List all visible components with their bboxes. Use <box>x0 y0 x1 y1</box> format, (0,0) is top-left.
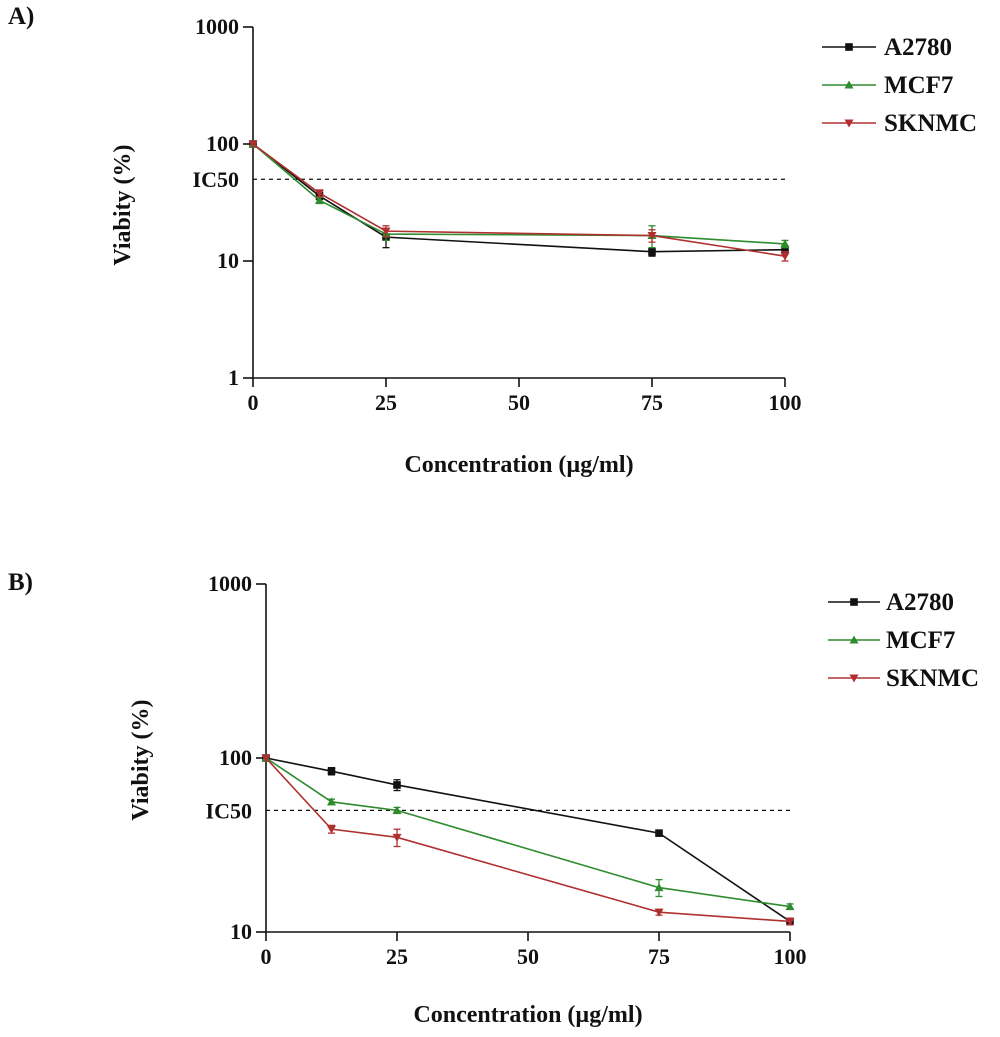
x-tick-label: 25 <box>375 390 397 415</box>
legend-marker <box>850 598 858 606</box>
x-tick-label: 0 <box>261 944 272 969</box>
x-axis-title: Concentration (µg/ml) <box>413 1002 642 1028</box>
legend-label: A2780 <box>886 589 954 616</box>
legend-marker <box>844 119 854 128</box>
legend-label: MCF7 <box>884 72 953 99</box>
y-tick-label: 100 <box>219 745 252 770</box>
data-point <box>381 227 391 236</box>
x-axis-title: Concentration (µg/ml) <box>404 452 633 478</box>
data-point <box>393 781 401 789</box>
data-point <box>780 239 790 248</box>
data-point <box>261 754 271 763</box>
ic50-label: IC50 <box>206 798 252 823</box>
y-tick-label: 1 <box>228 365 239 390</box>
chart-panel-b: B) 10 100 1000 0 25 50 75 100 IC50 Concentration (… <box>8 569 979 1028</box>
data-point <box>327 767 336 775</box>
legend-label: MCF7 <box>886 627 955 654</box>
series-line-mcf7 <box>252 143 786 245</box>
x-tick-label: 0 <box>248 390 259 415</box>
legend-marker <box>849 635 859 644</box>
data-point <box>648 247 656 256</box>
data-point <box>781 245 789 254</box>
y-axis-title: Viabity (%) <box>128 699 154 820</box>
series-line-sknmc <box>265 757 791 923</box>
data-point <box>327 797 336 806</box>
data-point <box>392 805 402 814</box>
legend-label: A2780 <box>884 34 952 61</box>
data-point <box>248 140 258 149</box>
data-point <box>654 908 664 917</box>
data-point <box>315 195 324 204</box>
x-tick-label: 75 <box>641 390 663 415</box>
x-tick-label: 25 <box>386 944 408 969</box>
y-axis-title: Viabity (%) <box>110 144 136 265</box>
data-point <box>654 883 664 892</box>
data-point <box>785 902 795 911</box>
x-tick-label: 50 <box>508 390 530 415</box>
data-point <box>785 917 795 926</box>
chart-panel-a: A) 1 10 100 1000 0 25 50 75 100 IC50 Concentration … <box>8 3 977 478</box>
y-tick-label: 10 <box>230 919 252 944</box>
series-line-mcf7 <box>265 757 791 908</box>
data-point <box>327 825 336 834</box>
data-point <box>392 833 402 842</box>
x-tick-label: 75 <box>648 944 670 969</box>
y-tick-label: 1000 <box>195 14 239 39</box>
series-line-a2780 <box>265 757 791 923</box>
panel-label: A) <box>8 3 34 30</box>
x-tick-label: 50 <box>517 944 539 969</box>
x-tick-label: 100 <box>769 390 802 415</box>
legend-label: SKNMC <box>886 665 979 692</box>
data-point <box>315 189 324 198</box>
data-point <box>780 252 790 261</box>
data-point <box>655 829 663 837</box>
legend-marker <box>845 43 853 51</box>
x-tick-label: 100 <box>774 944 807 969</box>
y-tick-label: 10 <box>217 248 239 273</box>
y-tick-label: 1000 <box>208 571 252 596</box>
legend-marker <box>849 674 859 683</box>
data-point <box>647 232 657 241</box>
y-tick-label: 100 <box>206 131 239 156</box>
legend-label: SKNMC <box>884 110 977 137</box>
ic50-label: IC50 <box>193 167 239 192</box>
panel-label: B) <box>8 569 33 596</box>
legend-marker <box>844 80 854 89</box>
